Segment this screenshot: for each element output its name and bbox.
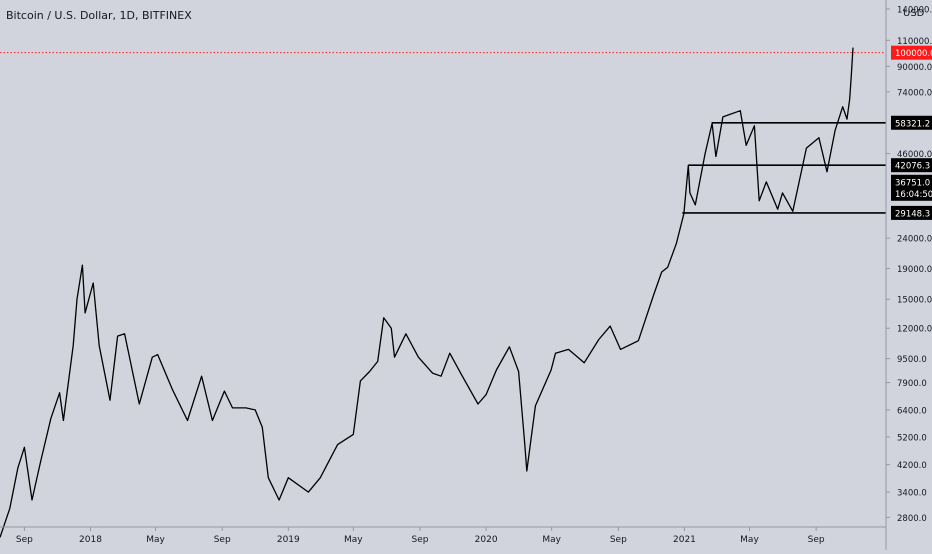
x-tick-label: 2018 [79, 535, 102, 545]
x-tick-label: Sep [16, 535, 33, 545]
level-price-badge-text: 58321.2 [895, 119, 930, 129]
time-axis[interactable]: Sep 2018 May Sep 2019 May Sep 2020 May Sep 2021 May… [0, 526, 886, 545]
current-price-text: 36751.0 [895, 178, 930, 188]
target-price-badge-text: 100000.0 [895, 49, 932, 59]
y-tick-label: 9500.0 [897, 355, 927, 365]
level-price-badge-bg [891, 205, 932, 220]
level-price-badge-bg [891, 158, 932, 173]
y-tick-label: 2800.0 [897, 514, 927, 524]
x-tick-label: Sep [808, 535, 825, 545]
current-price-badge[interactable]: 36751.0 16:04:50 [891, 174, 932, 201]
currency-label[interactable]: USD [903, 8, 925, 19]
y-tick-label: 19000.0 [897, 265, 932, 275]
x-tick-label: May [542, 535, 561, 545]
x-tick-label: 2021 [673, 535, 696, 545]
target-price-badge-bg [891, 45, 932, 60]
y-tick-label: 12000.0 [897, 325, 932, 335]
target-price-badge[interactable]: 100000.0 [891, 45, 932, 60]
x-tick-label: May [740, 535, 759, 545]
countdown-text: 16:04:50 [895, 190, 932, 200]
x-tick-label: May [344, 535, 363, 545]
x-tick-label: May [146, 535, 165, 545]
x-tick-label: 2020 [475, 535, 498, 545]
y-tick-label: 24000.0 [897, 235, 932, 245]
level-price-badge[interactable]: 58321.2 [891, 115, 932, 130]
y-tick-label: 74000.0 [897, 88, 932, 98]
y-tick-label: 4200.0 [897, 461, 927, 471]
y-tick-label: 3400.0 [897, 489, 927, 499]
y-tick-label: 110000.0 [897, 37, 932, 47]
level-price-badge-text: 42076.3 [895, 162, 930, 172]
x-tick-label: Sep [412, 535, 429, 545]
chart-title: Bitcoin / U.S. Dollar, 1D, BITFINEX [6, 9, 192, 22]
y-tick-label: 46000.0 [897, 150, 932, 160]
level-price-badge[interactable]: 42076.3 [891, 158, 932, 173]
plot-layer [0, 47, 886, 538]
y-tick-label: 140000.0 [897, 5, 932, 15]
x-tick-label: 2019 [277, 535, 300, 545]
y-tick-label: 7900.0 [897, 379, 927, 389]
price-axis[interactable]: 140000.0 110000.0 90000.0 74000.0 46000.0 240… [885, 0, 932, 550]
price-series-line[interactable] [0, 47, 854, 538]
y-tick-label: 6400.0 [897, 406, 927, 416]
current-price-bg [891, 174, 932, 201]
level-price-badge-bg [891, 115, 932, 130]
level-price-badge-text: 29148.3 [895, 209, 930, 219]
x-tick-label: Sep [214, 535, 231, 545]
price-labels: 100000.0 58321.2 42076.3 29148.3 36751.0 16:0… [891, 45, 932, 220]
y-tick-label: 15000.0 [897, 296, 932, 306]
y-tick-label: 5200.0 [897, 433, 927, 443]
y-tick-label: 90000.0 [897, 63, 932, 73]
x-tick-label: Sep [610, 535, 627, 545]
level-price-badge[interactable]: 29148.3 [891, 205, 932, 220]
